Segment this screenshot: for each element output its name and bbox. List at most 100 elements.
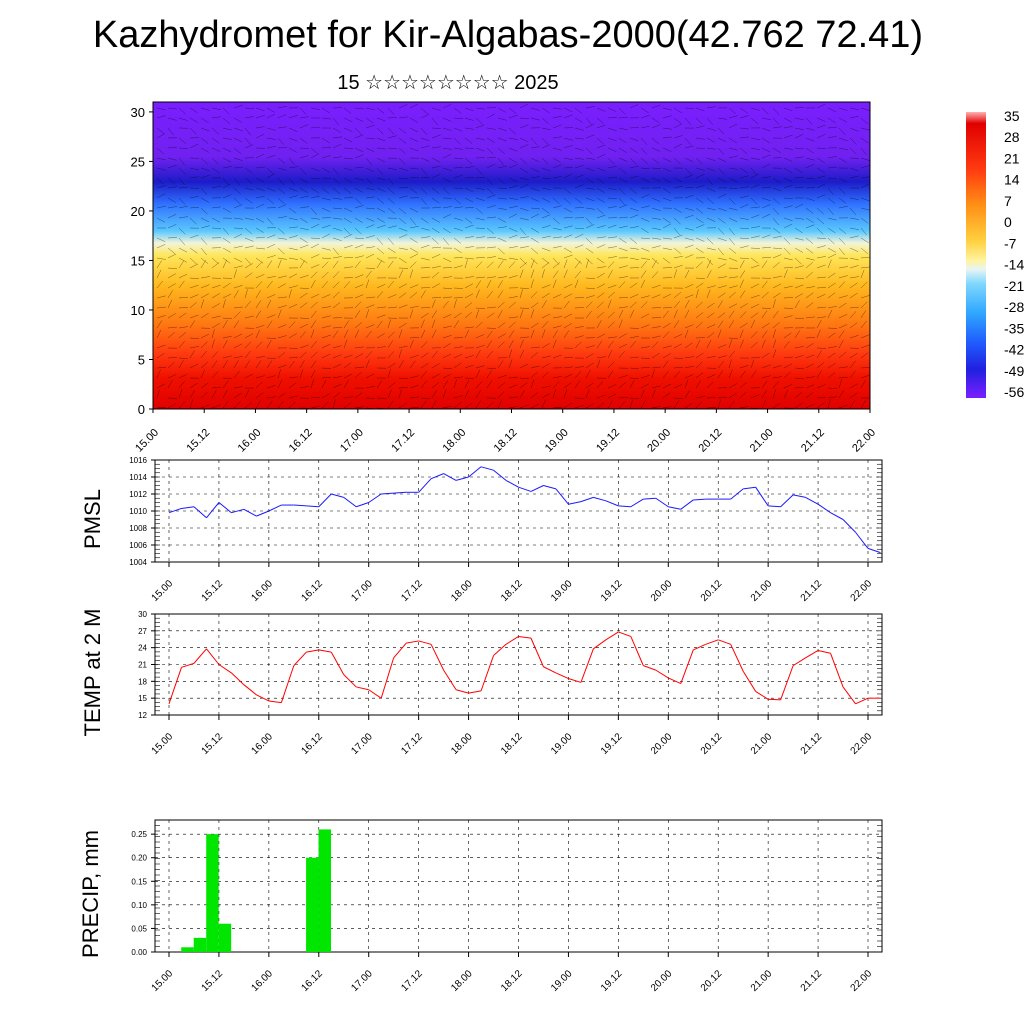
- precip-panel-plot: 0.00 0.05 0.10 0.15 0.20 0.25 15.00 15.12 16.00 1…: [78, 819, 883, 994]
- line-segment: [618, 631, 632, 637]
- x-tick-label: 15.12: [200, 968, 226, 994]
- colorbar-label: -49: [1004, 363, 1024, 379]
- x-tick-label: 18.00: [449, 968, 475, 994]
- panel-frame: [154, 613, 883, 716]
- x-tick-label: 16.12: [299, 731, 325, 757]
- line-segment: [468, 466, 482, 478]
- line-segment: [318, 493, 332, 508]
- colorbar-label: 21: [1004, 150, 1020, 166]
- x-tick-label: 15.00: [150, 968, 176, 994]
- line-segment: [555, 488, 569, 505]
- line-segment: [518, 635, 532, 639]
- line-segment: [817, 503, 831, 514]
- chart-title: Kazhydromet for Kir-Algabas-2000(42.762 …: [92, 14, 924, 56]
- x-tick-label: 21.00: [749, 731, 775, 757]
- x-tick-label: 16.00: [250, 578, 276, 604]
- line-segment: [793, 494, 806, 498]
- heatmap-field: [153, 102, 870, 409]
- line-segment: [743, 486, 756, 490]
- line-segment: [643, 497, 656, 500]
- line-segment: [705, 639, 719, 645]
- line-segment: [580, 496, 594, 503]
- line-segment: [668, 506, 681, 510]
- colorbar-label: 0: [1004, 214, 1012, 230]
- line-segment: [530, 637, 544, 667]
- line-segment: [193, 648, 207, 664]
- y-tick-label: 1004: [129, 558, 147, 567]
- line-segment: [568, 501, 582, 505]
- line-segment: [630, 498, 644, 508]
- line-segment: [505, 479, 519, 488]
- colorbar-label: 7: [1004, 193, 1012, 209]
- line-segment: [543, 485, 557, 490]
- colorbar-label: -14: [1004, 257, 1024, 273]
- colorbar-label: -21: [1004, 278, 1024, 294]
- line-segment: [605, 631, 619, 641]
- x-tick-label: 18.12: [499, 731, 525, 757]
- line-segment: [805, 496, 819, 505]
- line-segment: [380, 657, 395, 699]
- line-segment: [518, 486, 532, 492]
- x-tick-label: 22.00: [849, 968, 875, 994]
- line-segment: [181, 662, 195, 668]
- x-tick-label: 19.12: [599, 731, 625, 757]
- precip-bar: [306, 857, 319, 952]
- x-tick-label: 20.00: [645, 427, 673, 455]
- x-tick-label: 18.00: [449, 731, 475, 757]
- x-tick-label: 18.12: [499, 578, 525, 604]
- line-segment: [418, 640, 432, 645]
- line-segment: [181, 506, 195, 509]
- line-segment: [680, 649, 694, 684]
- line-segment: [293, 504, 307, 507]
- x-tick-label: 15.12: [200, 578, 226, 604]
- wind-barbs: [156, 103, 871, 410]
- x-tick-label: 16.12: [287, 427, 315, 455]
- line-segment: [468, 690, 482, 694]
- line-segment: [830, 653, 844, 688]
- y-axis-label: TEMP at 2 M: [80, 609, 105, 737]
- line-segment: [193, 506, 207, 519]
- y-tick-label: 0.10: [131, 901, 147, 910]
- y-tick-label: 30: [138, 610, 147, 619]
- line-segment: [605, 500, 619, 507]
- y-tick-label: 1012: [129, 490, 147, 499]
- x-tick-label: 15.12: [184, 427, 212, 455]
- y-tick-label: 0.25: [131, 830, 147, 839]
- line-segment: [568, 678, 582, 683]
- precip-bar: [218, 923, 232, 952]
- y-tick-label: 12: [138, 711, 147, 720]
- line-segment: [455, 476, 469, 481]
- colorbar: [966, 112, 986, 398]
- x-tick-label: 17.00: [338, 427, 366, 455]
- line-segment: [318, 649, 332, 653]
- line-segment: [693, 643, 706, 651]
- series-line: [168, 631, 881, 705]
- x-tick-label: 15.12: [200, 731, 226, 757]
- line-segment: [243, 508, 257, 517]
- x-tick-label: 19.00: [549, 968, 575, 994]
- x-tick-label: 18.00: [440, 427, 468, 455]
- line-segment: [680, 499, 694, 510]
- line-segment: [730, 644, 744, 672]
- x-tick-label: 20.12: [699, 968, 725, 994]
- x-tick-label: 22.00: [850, 427, 878, 455]
- series-line: [168, 466, 881, 554]
- x-tick-label: 17.12: [389, 427, 417, 455]
- line-segment: [243, 684, 257, 696]
- line-segment: [280, 665, 295, 703]
- line-segment: [443, 473, 457, 481]
- chart-subtitle: 15 ☆☆☆☆☆☆☆☆ 2025: [337, 72, 559, 94]
- line-segment: [505, 636, 519, 645]
- line-segment: [268, 504, 282, 512]
- x-tick-label: 21.12: [799, 578, 825, 604]
- y-tick-label: 15: [131, 253, 145, 268]
- line-segment: [368, 493, 382, 503]
- y-tick-label: 0.15: [131, 877, 147, 886]
- line-segment: [718, 639, 731, 645]
- x-tick-label: 20.12: [699, 578, 725, 604]
- y-tick-label: 27: [138, 627, 147, 636]
- line-segment: [755, 691, 769, 700]
- temp-panel-plot: 12 15 18 21 24 27 30 15.00 15.12 16.00 16.12 17.00 1…: [80, 609, 883, 757]
- line-segment: [480, 466, 494, 471]
